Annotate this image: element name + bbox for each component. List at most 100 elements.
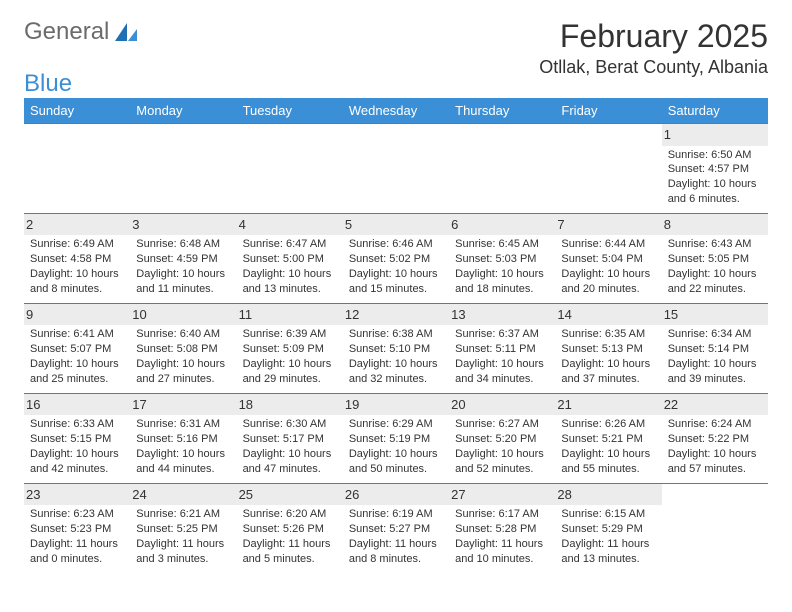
- sunrise-text: Sunrise: 6:47 AM: [243, 237, 339, 252]
- daylight-text: Daylight: 11 hours and 0 minutes.: [30, 537, 126, 567]
- sunrise-text: Sunrise: 6:26 AM: [561, 417, 657, 432]
- sunrise-text: Sunrise: 6:44 AM: [561, 237, 657, 252]
- day-header: Tuesday: [237, 98, 343, 124]
- sunrise-text: Sunrise: 6:49 AM: [30, 237, 126, 252]
- day-number: 12: [343, 304, 449, 326]
- day-header: Friday: [555, 98, 661, 124]
- daylight-text: Daylight: 11 hours and 10 minutes.: [455, 537, 551, 567]
- sunset-text: Sunset: 5:28 PM: [455, 522, 551, 537]
- day-details: Sunrise: 6:30 AMSunset: 5:17 PMDaylight:…: [241, 417, 339, 476]
- daylight-text: Daylight: 10 hours and 8 minutes.: [30, 267, 126, 297]
- daylight-text: Daylight: 10 hours and 39 minutes.: [668, 357, 764, 387]
- day-number: 17: [130, 394, 236, 416]
- sunrise-text: Sunrise: 6:30 AM: [243, 417, 339, 432]
- sunset-text: Sunset: 5:22 PM: [668, 432, 764, 447]
- day-number: 11: [237, 304, 343, 326]
- daylight-text: Daylight: 10 hours and 20 minutes.: [561, 267, 657, 297]
- sunset-text: Sunset: 5:08 PM: [136, 342, 232, 357]
- day-cell: 20Sunrise: 6:27 AMSunset: 5:20 PMDayligh…: [449, 393, 555, 483]
- day-number: 1: [662, 124, 768, 146]
- sunrise-text: Sunrise: 6:34 AM: [668, 327, 764, 342]
- daylight-text: Daylight: 11 hours and 3 minutes.: [136, 537, 232, 567]
- sunset-text: Sunset: 5:14 PM: [668, 342, 764, 357]
- sunset-text: Sunset: 5:02 PM: [349, 252, 445, 267]
- day-cell: [449, 124, 555, 214]
- day-details: Sunrise: 6:41 AMSunset: 5:07 PMDaylight:…: [28, 327, 126, 386]
- sunrise-text: Sunrise: 6:29 AM: [349, 417, 445, 432]
- day-cell: 16Sunrise: 6:33 AMSunset: 5:15 PMDayligh…: [24, 393, 130, 483]
- day-details: Sunrise: 6:20 AMSunset: 5:26 PMDaylight:…: [241, 507, 339, 566]
- sunrise-text: Sunrise: 6:35 AM: [561, 327, 657, 342]
- sunset-text: Sunset: 5:23 PM: [30, 522, 126, 537]
- daylight-text: Daylight: 10 hours and 15 minutes.: [349, 267, 445, 297]
- calendar-body: 1Sunrise: 6:50 AMSunset: 4:57 PMDaylight…: [24, 124, 768, 573]
- day-number: 15: [662, 304, 768, 326]
- sunrise-text: Sunrise: 6:38 AM: [349, 327, 445, 342]
- day-cell: 8Sunrise: 6:43 AMSunset: 5:05 PMDaylight…: [662, 213, 768, 303]
- day-cell: 3Sunrise: 6:48 AMSunset: 4:59 PMDaylight…: [130, 213, 236, 303]
- day-number: 28: [555, 484, 661, 506]
- day-details: Sunrise: 6:37 AMSunset: 5:11 PMDaylight:…: [453, 327, 551, 386]
- sunset-text: Sunset: 4:59 PM: [136, 252, 232, 267]
- title-block: February 2025 Otllak, Berat County, Alba…: [539, 18, 768, 78]
- day-cell: 14Sunrise: 6:35 AMSunset: 5:13 PMDayligh…: [555, 303, 661, 393]
- sunset-text: Sunset: 4:58 PM: [30, 252, 126, 267]
- day-cell: [237, 124, 343, 214]
- day-details: Sunrise: 6:21 AMSunset: 5:25 PMDaylight:…: [134, 507, 232, 566]
- sunset-text: Sunset: 5:05 PM: [668, 252, 764, 267]
- sunrise-text: Sunrise: 6:24 AM: [668, 417, 764, 432]
- sunrise-text: Sunrise: 6:21 AM: [136, 507, 232, 522]
- day-cell: 11Sunrise: 6:39 AMSunset: 5:09 PMDayligh…: [237, 303, 343, 393]
- day-number: 19: [343, 394, 449, 416]
- day-details: Sunrise: 6:38 AMSunset: 5:10 PMDaylight:…: [347, 327, 445, 386]
- daylight-text: Daylight: 10 hours and 57 minutes.: [668, 447, 764, 477]
- logo-text-2: Blue: [24, 70, 72, 98]
- day-cell: 17Sunrise: 6:31 AMSunset: 5:16 PMDayligh…: [130, 393, 236, 483]
- day-cell: 18Sunrise: 6:30 AMSunset: 5:17 PMDayligh…: [237, 393, 343, 483]
- day-number: 14: [555, 304, 661, 326]
- daylight-text: Daylight: 11 hours and 5 minutes.: [243, 537, 339, 567]
- day-cell: 25Sunrise: 6:20 AMSunset: 5:26 PMDayligh…: [237, 483, 343, 572]
- daylight-text: Daylight: 10 hours and 29 minutes.: [243, 357, 339, 387]
- day-cell: 28Sunrise: 6:15 AMSunset: 5:29 PMDayligh…: [555, 483, 661, 572]
- sunrise-text: Sunrise: 6:19 AM: [349, 507, 445, 522]
- day-cell: [662, 483, 768, 572]
- daylight-text: Daylight: 10 hours and 27 minutes.: [136, 357, 232, 387]
- day-cell: 19Sunrise: 6:29 AMSunset: 5:19 PMDayligh…: [343, 393, 449, 483]
- week-row: 2Sunrise: 6:49 AMSunset: 4:58 PMDaylight…: [24, 213, 768, 303]
- sunset-text: Sunset: 5:11 PM: [455, 342, 551, 357]
- day-cell: 12Sunrise: 6:38 AMSunset: 5:10 PMDayligh…: [343, 303, 449, 393]
- day-details: Sunrise: 6:34 AMSunset: 5:14 PMDaylight:…: [666, 327, 764, 386]
- sunset-text: Sunset: 5:04 PM: [561, 252, 657, 267]
- sunset-text: Sunset: 5:10 PM: [349, 342, 445, 357]
- daylight-text: Daylight: 10 hours and 11 minutes.: [136, 267, 232, 297]
- day-cell: 26Sunrise: 6:19 AMSunset: 5:27 PMDayligh…: [343, 483, 449, 572]
- day-cell: 9Sunrise: 6:41 AMSunset: 5:07 PMDaylight…: [24, 303, 130, 393]
- daylight-text: Daylight: 10 hours and 37 minutes.: [561, 357, 657, 387]
- logo-text-1: General: [24, 18, 109, 46]
- daylight-text: Daylight: 10 hours and 22 minutes.: [668, 267, 764, 297]
- day-details: Sunrise: 6:23 AMSunset: 5:23 PMDaylight:…: [28, 507, 126, 566]
- day-details: Sunrise: 6:24 AMSunset: 5:22 PMDaylight:…: [666, 417, 764, 476]
- day-number: 6: [449, 214, 555, 236]
- day-cell: 22Sunrise: 6:24 AMSunset: 5:22 PMDayligh…: [662, 393, 768, 483]
- day-header: Saturday: [662, 98, 768, 124]
- day-number: 27: [449, 484, 555, 506]
- sunrise-text: Sunrise: 6:15 AM: [561, 507, 657, 522]
- sunset-text: Sunset: 5:17 PM: [243, 432, 339, 447]
- day-number: 18: [237, 394, 343, 416]
- day-number: 22: [662, 394, 768, 416]
- day-cell: 2Sunrise: 6:49 AMSunset: 4:58 PMDaylight…: [24, 213, 130, 303]
- sunset-text: Sunset: 5:21 PM: [561, 432, 657, 447]
- logo: General: [24, 18, 139, 46]
- day-cell: 27Sunrise: 6:17 AMSunset: 5:28 PMDayligh…: [449, 483, 555, 572]
- day-header: Wednesday: [343, 98, 449, 124]
- day-cell: [24, 124, 130, 214]
- calendar-table: Sunday Monday Tuesday Wednesday Thursday…: [24, 98, 768, 573]
- daylight-text: Daylight: 11 hours and 8 minutes.: [349, 537, 445, 567]
- sunset-text: Sunset: 5:13 PM: [561, 342, 657, 357]
- sunrise-text: Sunrise: 6:27 AM: [455, 417, 551, 432]
- location-subtitle: Otllak, Berat County, Albania: [539, 57, 768, 78]
- sunset-text: Sunset: 5:09 PM: [243, 342, 339, 357]
- day-details: Sunrise: 6:29 AMSunset: 5:19 PMDaylight:…: [347, 417, 445, 476]
